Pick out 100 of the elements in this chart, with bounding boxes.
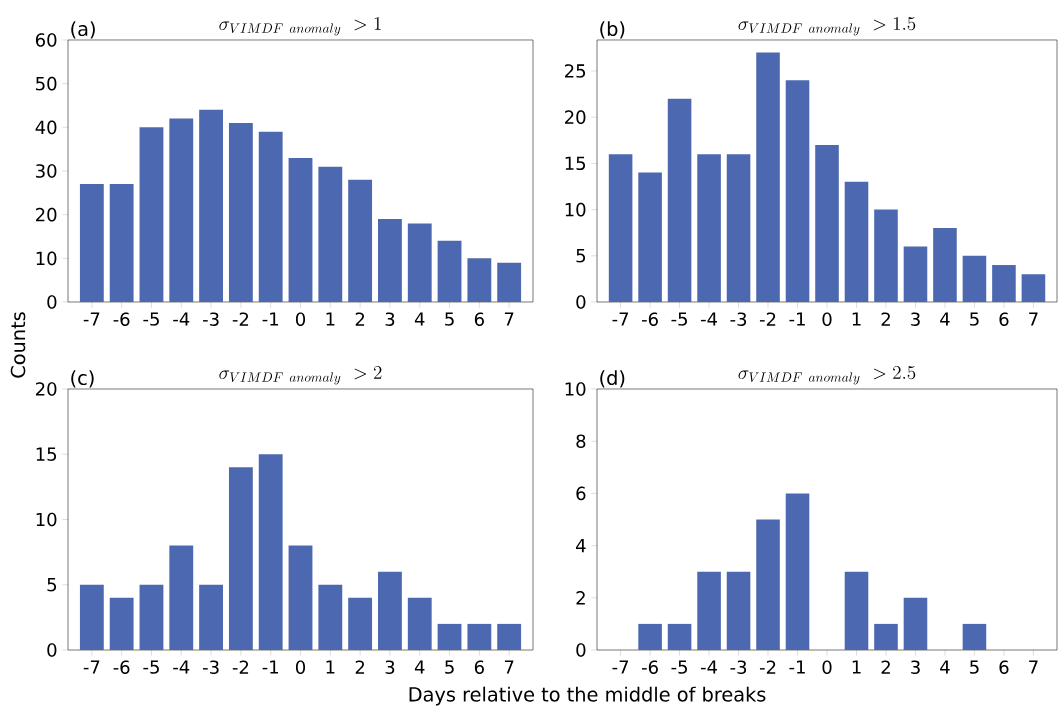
x-tick-label: -4 (700, 312, 718, 326)
bar (785, 493, 810, 650)
y-tick-label: 25 (565, 64, 586, 78)
bar (169, 545, 194, 650)
bar (992, 265, 1016, 302)
x-tick-label: 4 (940, 660, 950, 674)
text: (b) (600, 21, 625, 39)
x-tick-label: 3 (385, 660, 395, 675)
bar (726, 571, 751, 650)
x-tick-label: 3 (385, 312, 395, 327)
bar (288, 157, 313, 302)
bar (109, 184, 134, 302)
bar (139, 584, 164, 650)
y-tick-label: 5 (576, 249, 586, 263)
bar (844, 571, 869, 650)
bar (288, 545, 313, 650)
bar (199, 584, 224, 650)
bar (638, 172, 662, 302)
x-tick-label: -2 (759, 312, 776, 326)
y-tick-label: 10 (36, 251, 57, 266)
chart-title: $\sigma_{VIMDF\ anomaly}\ >1.5$ (738, 17, 916, 36)
bar (903, 597, 928, 650)
bar (667, 623, 692, 650)
bar (407, 223, 432, 302)
bar (933, 228, 957, 302)
bar (258, 131, 283, 302)
bar (378, 571, 402, 650)
x-tick-label: 7 (1029, 312, 1038, 326)
x-tick-label: -4 (173, 312, 190, 326)
bar (697, 154, 721, 302)
x-tick-label: -6 (113, 312, 130, 327)
y-tick-label: 6 (576, 486, 586, 501)
bar (318, 584, 343, 650)
bar (697, 571, 721, 650)
bar (407, 597, 432, 650)
y-tick-label: 10 (565, 202, 586, 217)
y-tick-label: 0 (47, 295, 57, 309)
x-tick-label: -7 (612, 312, 629, 326)
y-tick-label: 20 (565, 110, 586, 124)
x-tick-label: 2 (355, 312, 365, 326)
y-tick-label: 0 (47, 643, 57, 657)
x-tick-label: -5 (671, 660, 687, 674)
y-tick-label: 0 (576, 643, 586, 657)
bar (348, 597, 373, 650)
x-tick-label: -5 (143, 660, 159, 674)
bar (1021, 274, 1046, 302)
x-tick-label: -6 (641, 312, 658, 327)
x-axis-title: Days relative to the middle of breaks (409, 686, 766, 706)
x-tick-label: 3 (911, 312, 920, 327)
x-tick-label: 6 (474, 660, 484, 675)
bar (258, 454, 283, 650)
x-tick-label: -1 (789, 312, 805, 326)
text: (c) (71, 370, 94, 388)
y-tick-label: 10 (565, 382, 586, 396)
y-axis-title: Counts (10, 312, 26, 378)
bar (874, 623, 898, 650)
bar (199, 109, 224, 302)
chart-title: $\sigma_{VIMDF\ anomaly}\ >1$ (219, 17, 381, 36)
chart-title: $\sigma_{VIMDF\ anomaly}\ >2$ (219, 366, 382, 385)
x-tick-label: 4 (414, 312, 425, 326)
bar (437, 623, 462, 650)
x-tick-label: 7 (504, 660, 514, 674)
x-tick-label: 1 (326, 312, 335, 326)
bar (109, 597, 134, 650)
y-tick-label: 10 (36, 512, 57, 527)
bar (756, 519, 780, 650)
bar (874, 209, 898, 302)
bar (608, 154, 633, 302)
x-tick-label: -6 (113, 660, 130, 675)
bar (169, 118, 194, 302)
x-tick-label: -4 (173, 660, 190, 674)
bar (318, 166, 343, 302)
x-tick-label: 2 (881, 312, 890, 326)
bar (79, 584, 104, 650)
x-tick-label: -4 (700, 660, 718, 674)
x-tick-label: 2 (355, 660, 365, 674)
y-tick-label: 60 (35, 33, 57, 47)
x-tick-label: -5 (671, 312, 687, 326)
y-tick-label: 40 (35, 120, 57, 135)
x-tick-label: 5 (970, 660, 979, 674)
x-tick-label: -3 (730, 660, 747, 675)
x-tick-label: 6 (999, 312, 1009, 327)
x-tick-label: 1 (852, 312, 861, 326)
x-tick-label: 0 (822, 312, 832, 327)
x-tick-label: 6 (474, 312, 484, 327)
bar (785, 80, 810, 302)
bar (437, 240, 462, 302)
bar (228, 122, 253, 302)
x-tick-label: 5 (445, 660, 454, 674)
x-tick-label: -2 (232, 660, 249, 674)
y-tick-label: 4 (576, 539, 586, 553)
x-tick-label: 0 (295, 660, 306, 675)
y-tick-label: 2 (576, 591, 585, 605)
bar (756, 52, 780, 302)
bar (844, 181, 869, 302)
bar (726, 154, 751, 302)
x-tick-label: 6 (999, 660, 1009, 675)
bar (228, 467, 253, 650)
x-tick-label: -6 (641, 660, 658, 675)
bar (467, 623, 492, 650)
